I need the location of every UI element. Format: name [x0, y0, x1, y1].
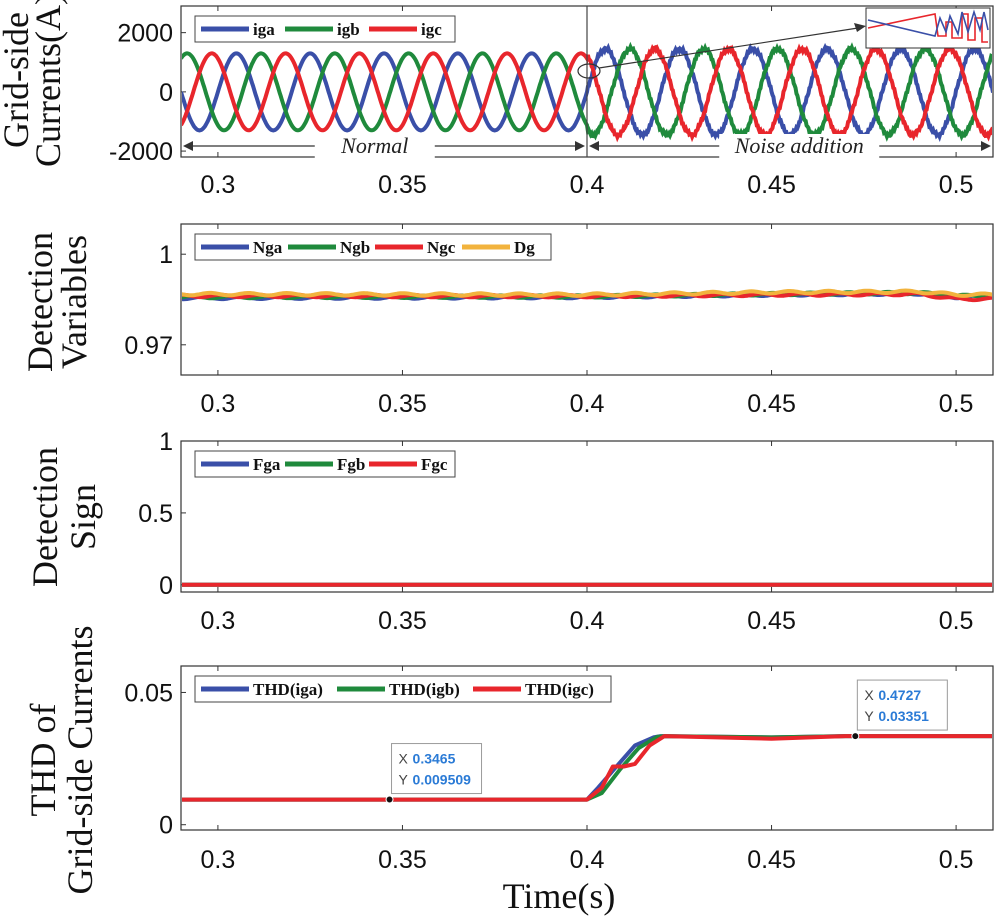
x-tick-label: 0.45	[747, 171, 796, 199]
x-tick-label: 0.5	[939, 607, 974, 635]
plot-area	[182, 734, 992, 802]
y-tick-label: 0.05	[124, 679, 173, 707]
zoom-inset-trace	[867, 13, 988, 43]
y-axis-label: Sign	[63, 484, 103, 550]
x-tick-label: 0.5	[939, 171, 974, 199]
x-tick-label: 0.3	[201, 607, 236, 635]
legend-label-Fgc: Fgc	[421, 455, 448, 474]
annotation-bg	[719, 134, 880, 158]
y-tick-label: 2000	[117, 20, 173, 48]
x-tick-label: 0.45	[747, 846, 796, 874]
noise-arrow-head-left	[589, 141, 599, 151]
datatip-y-value: 0.009509	[413, 772, 472, 788]
x-tick-label: 0.5	[939, 846, 974, 874]
datatip-y-value: 0.03351	[878, 708, 929, 724]
y-tick-label: 0.5	[138, 500, 173, 528]
plot-area	[182, 288, 992, 303]
zoom-ellipse	[577, 63, 601, 79]
legend-label-THD(igc): THD(igc)	[525, 680, 594, 699]
datatip-marker	[385, 795, 394, 804]
series-Dg	[182, 288, 992, 298]
y-tick-label: 1	[159, 428, 173, 456]
legend-label-Ngc: Ngc	[427, 238, 456, 257]
legend-label-Fgb: Fgb	[337, 455, 365, 474]
legend: THD(iga) THD(igb) THD(igc)	[194, 675, 612, 703]
x-axis-label: Time(s)	[503, 876, 616, 916]
annotation-bg	[314, 134, 435, 158]
series-THD(igc)	[182, 734, 992, 802]
datatip-x-label: X	[864, 687, 874, 703]
x-tick-label: 0.35	[378, 846, 427, 874]
datatip-x-label: X	[399, 751, 409, 767]
legend-label-iga: iga	[253, 20, 275, 39]
datatip-y-label: Y	[864, 708, 874, 724]
y-axis-label: THD of	[23, 704, 63, 817]
zoom-inset-box	[865, 7, 991, 49]
legend-label-Nga: Nga	[253, 238, 283, 257]
legend-label-Dg: Dg	[514, 238, 535, 257]
zoom-arrow	[598, 27, 859, 69]
legend-box	[194, 675, 612, 703]
x-tick-label: 0.4	[570, 390, 605, 418]
y-tick-label: 0	[159, 572, 173, 600]
y-axis-label: Detection	[25, 447, 65, 587]
x-tick-label: 0.4	[570, 171, 605, 199]
noise-arrow-head-right	[981, 141, 991, 151]
x-tick-label: 0.3	[201, 846, 236, 874]
legend: iga igb igc	[194, 15, 456, 43]
y-axis-label: Grid-side	[0, 12, 36, 148]
datatip-box	[391, 743, 483, 795]
datatip-y-label: Y	[399, 772, 409, 788]
annotation-normal: Normal	[340, 133, 408, 158]
annotation-noise: Noise addition	[734, 133, 864, 158]
y-tick-label: 0.97	[124, 332, 173, 360]
datatip-x-value: 0.4727	[878, 687, 921, 703]
panel-1: 0.3 0.35 0.4 0.45 0.5 2000 0 -2000 Grid-sideCurr…	[0, 0, 994, 199]
legend: Nga Ngb Ngc Dg	[194, 233, 552, 261]
x-tick-label: 0.35	[378, 390, 427, 418]
panel-2: 0.3 0.35 0.4 0.45 0.5 1 0.97 DetectionVariables…	[20, 223, 994, 418]
x-tick-label: 0.5	[939, 390, 974, 418]
x-tick-label: 0.4	[570, 607, 605, 635]
y-axis-label: Detection	[20, 232, 60, 372]
x-tick-label: 0.45	[747, 607, 796, 635]
legend-label-Ngb: Ngb	[340, 238, 370, 257]
y-tick-label: -2000	[109, 138, 173, 166]
y-axis-label: Currents(A)	[28, 0, 68, 167]
datatip-box	[856, 679, 948, 731]
x-tick-label: 0.3	[201, 171, 236, 199]
series-Ngc	[182, 290, 992, 303]
datatip-x-value: 0.3465	[413, 751, 456, 767]
y-tick-label: 0	[159, 812, 173, 840]
zoom-inset	[865, 7, 991, 49]
normal-arrow-head-right	[575, 141, 585, 151]
datatip-marker	[851, 732, 860, 741]
x-tick-label: 0.45	[747, 390, 796, 418]
y-axis-label: Variables	[54, 235, 94, 369]
y-tick-label: 0	[159, 79, 173, 107]
zoom-arrow-head	[854, 23, 866, 32]
legend-label-igc: igc	[421, 20, 442, 39]
x-tick-label: 0.4	[570, 846, 605, 874]
x-tick-label: 0.35	[378, 171, 427, 199]
x-tick-label: 0.3	[201, 390, 236, 418]
legend-label-igb: igb	[337, 20, 360, 39]
zoom-inset-trace	[867, 9, 989, 37]
y-tick-label: 1	[159, 241, 173, 269]
legend-label-THD(igb): THD(igb)	[389, 680, 460, 699]
y-axis-label: Grid-side Currents	[60, 626, 100, 895]
x-tick-label: 0.35	[378, 607, 427, 635]
legend-label-Fga: Fga	[253, 455, 281, 474]
legend: Fga Fgb Fgc	[194, 450, 456, 478]
legend-label-THD(iga): THD(iga)	[253, 680, 323, 699]
normal-arrow-head-left	[183, 141, 193, 151]
